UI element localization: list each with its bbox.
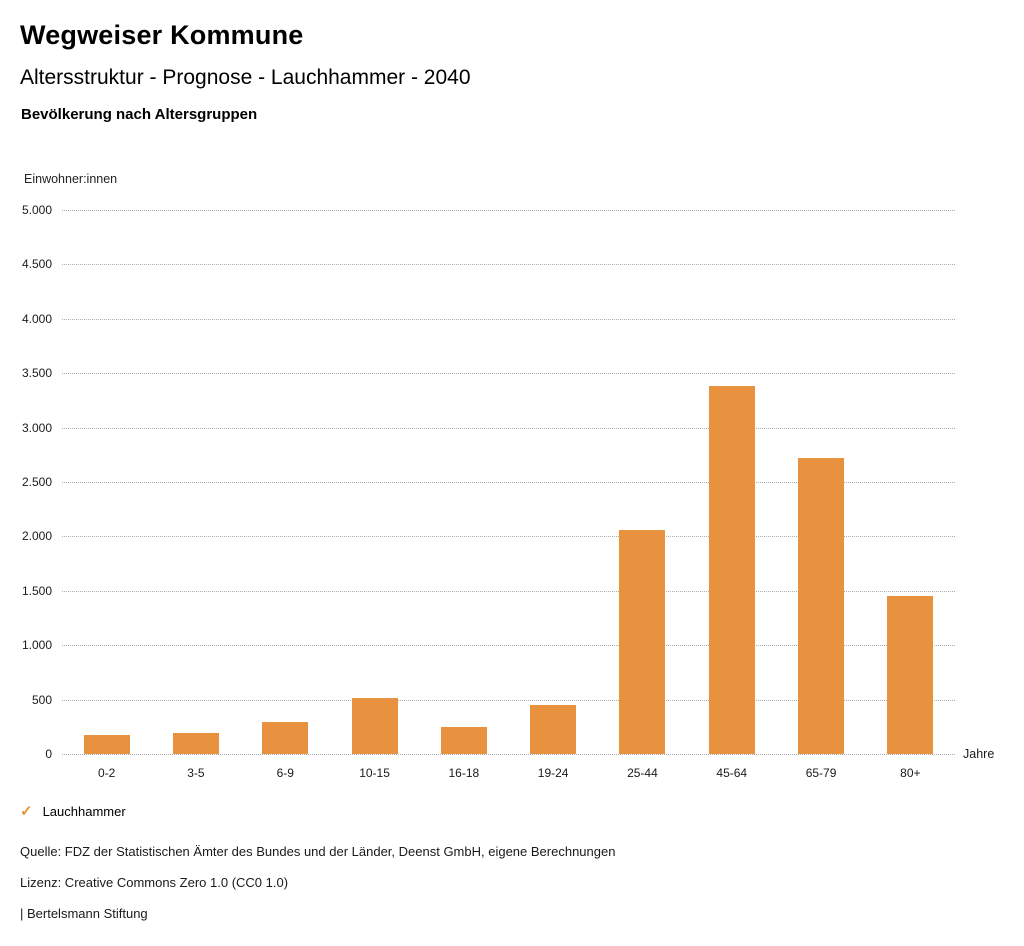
attribution-text: | Bertelsmann Stiftung bbox=[20, 906, 148, 921]
x-tick-label: 25-44 bbox=[627, 766, 658, 780]
y-tick-label: 1.000 bbox=[21, 638, 52, 653]
x-tick-label: 45-64 bbox=[716, 766, 748, 780]
gridline bbox=[62, 590, 955, 592]
legend-label: Lauchhammer bbox=[42, 804, 126, 819]
x-tick-label: 10-15 bbox=[359, 766, 390, 780]
check-icon: ✓ bbox=[20, 803, 33, 820]
gridline bbox=[62, 264, 955, 266]
x-tick-label: 65-79 bbox=[805, 766, 837, 780]
gridline bbox=[62, 210, 955, 211]
bar-65-79[interactable] bbox=[798, 458, 845, 754]
bar-16-18[interactable] bbox=[440, 726, 487, 754]
source-text: Quelle: FDZ der Statistischen Ämter des … bbox=[20, 844, 616, 859]
x-tick-label: 80+ bbox=[900, 766, 921, 780]
y-tick-label: 4.000 bbox=[21, 311, 52, 326]
bar-25-44[interactable] bbox=[619, 529, 666, 754]
gridline bbox=[62, 754, 955, 755]
bar-0-2[interactable] bbox=[83, 734, 130, 754]
gridline bbox=[62, 482, 955, 483]
y-tick-label: 2.500 bbox=[21, 475, 52, 489]
bar-80+[interactable] bbox=[887, 596, 934, 754]
y-tick-label: 1.500 bbox=[21, 583, 52, 598]
bar-19-24[interactable] bbox=[530, 705, 577, 754]
gridline bbox=[62, 536, 955, 538]
y-tick-label: 2.000 bbox=[21, 529, 52, 544]
y-axis-title: Einwohner:innen bbox=[24, 172, 118, 186]
x-tick-label: 19-24 bbox=[537, 766, 569, 780]
gridline bbox=[62, 427, 955, 429]
legend-item-lauchhammer[interactable]: ✓ Lauchhammer bbox=[20, 804, 126, 819]
license-text: Lizenz: Creative Commons Zero 1.0 (CC0 1… bbox=[20, 875, 289, 890]
x-tick-label: 0-2 bbox=[97, 766, 116, 780]
plot-area: 0 500 1.000 1.500 2.000 2.500 3.000 3.500 4.000 4… bbox=[22, 203, 955, 780]
x-tick-label: 16-18 bbox=[448, 766, 480, 780]
gridline bbox=[62, 699, 955, 701]
bar-3-5[interactable] bbox=[172, 732, 219, 754]
y-tick-label: 0 bbox=[45, 747, 52, 761]
gridline bbox=[62, 373, 955, 375]
y-tick-label: 5.000 bbox=[21, 203, 52, 217]
y-tick-label: 500 bbox=[31, 692, 52, 707]
gridline bbox=[62, 318, 955, 320]
chart-subtitle: Altersstruktur - Prognose - Lauchhammer … bbox=[20, 66, 471, 89]
bar-45-64[interactable] bbox=[708, 386, 755, 754]
x-axis-unit-label: Jahre bbox=[963, 747, 995, 761]
page-title: Wegweiser Kommune bbox=[20, 20, 304, 50]
x-tick-label: 6-9 bbox=[276, 766, 294, 780]
y-tick-label: 4.500 bbox=[21, 257, 52, 272]
y-tick-label: 3.500 bbox=[21, 366, 52, 381]
bar-10-15[interactable] bbox=[351, 697, 398, 754]
y-tick-label: 3.000 bbox=[21, 420, 52, 435]
bar-6-9[interactable] bbox=[262, 722, 309, 754]
x-tick-label: 3-5 bbox=[187, 766, 205, 780]
gridline bbox=[62, 645, 955, 647]
chart-heading: Bevölkerung nach Altersgruppen bbox=[21, 106, 258, 123]
